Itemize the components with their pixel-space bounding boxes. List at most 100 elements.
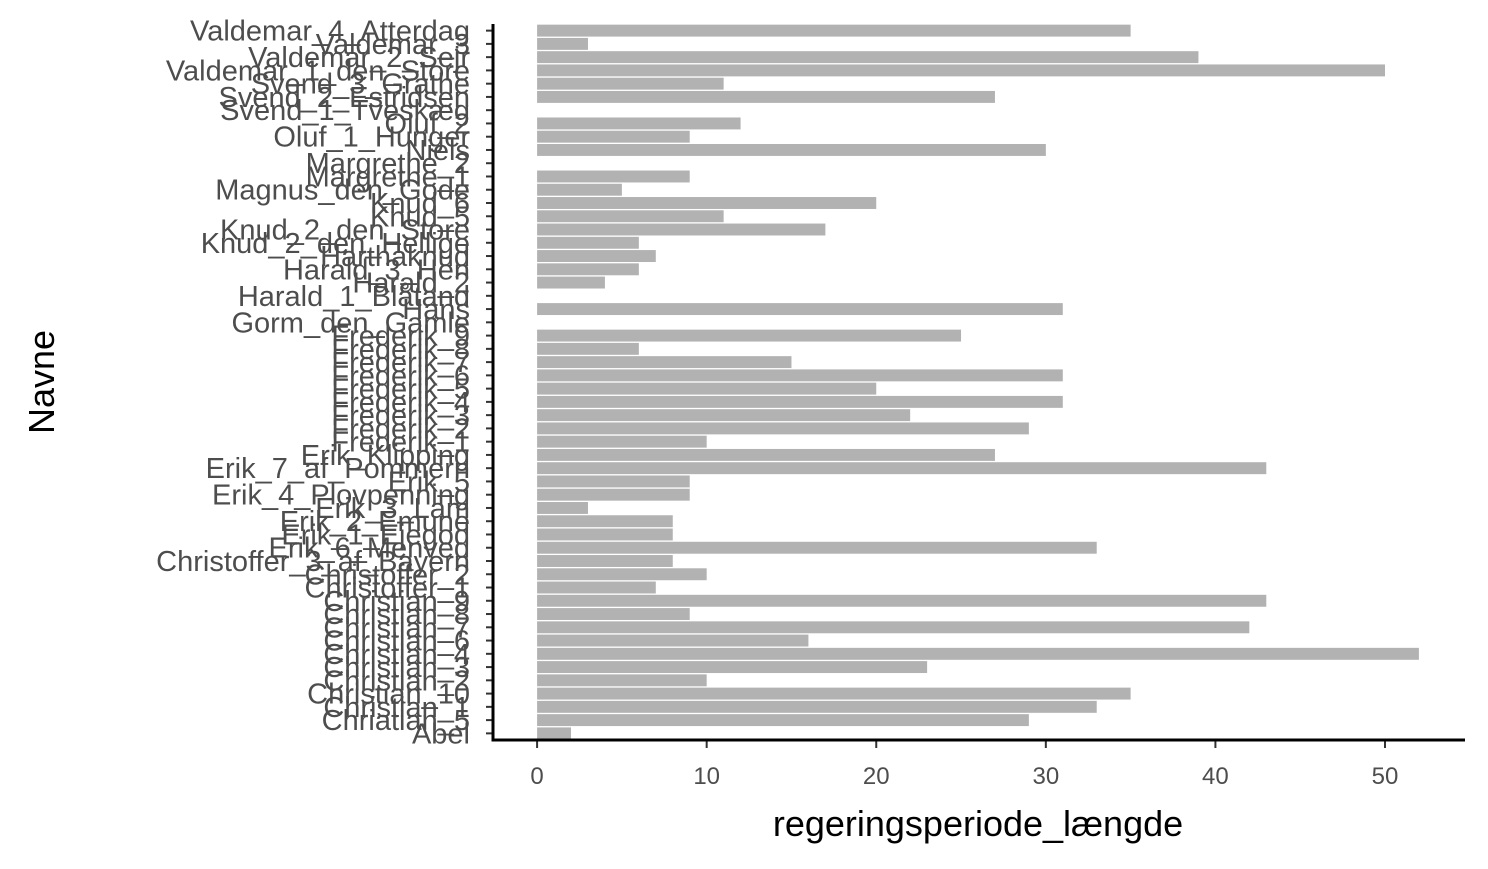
y-tick-label: Frederik_4	[331, 387, 470, 419]
bar	[537, 528, 673, 541]
bar	[537, 515, 673, 528]
bar	[537, 276, 605, 289]
bar	[537, 223, 826, 236]
y-tick-label: Niels	[406, 135, 470, 167]
x-axis-ticks: 0 10 20 30 40 50	[530, 740, 1398, 790]
y-tick-label: Christian_7	[323, 612, 470, 644]
y-tick-label: Christian_9	[323, 586, 470, 618]
y-tick-label: Frederik_9	[331, 321, 470, 353]
y-tick-label: Valdemar_3	[316, 29, 470, 61]
bar	[537, 143, 1046, 156]
bars-group	[537, 24, 1419, 740]
bar	[537, 581, 656, 594]
bar	[537, 714, 1029, 727]
bar	[537, 608, 690, 621]
y-tick-label: Chriatian_5	[322, 705, 470, 737]
bar	[537, 37, 588, 50]
bar	[537, 621, 1250, 634]
x-axis-title: regeringsperiode_længde	[773, 803, 1183, 844]
bar	[537, 409, 911, 422]
bar	[537, 435, 707, 448]
bar	[537, 700, 1097, 713]
bar	[537, 382, 877, 395]
y-tick-label: Erik_Klipping	[301, 440, 470, 472]
y-axis-title: Navne	[21, 330, 62, 434]
bar	[537, 568, 707, 581]
y-tick-label: Christoffer_3_af_Bayern	[156, 546, 470, 578]
y-tick-label: Erik_4_Plovpenning	[212, 480, 470, 512]
y-tick-label: Frederik_5	[331, 374, 470, 406]
y-tick-label: Erik_1_Ejegod	[281, 519, 470, 551]
y-tick-label: Knud_2_den_Hellige	[201, 228, 470, 260]
y-tick-label: Oluf_2	[385, 108, 470, 140]
bar	[537, 422, 1029, 435]
y-tick-label: Christian_8	[323, 599, 470, 631]
y-tick-label: Abel	[412, 718, 470, 750]
y-tick-label: Christian_4	[323, 639, 470, 671]
bar	[537, 634, 809, 647]
bar	[537, 541, 1097, 554]
bar	[537, 687, 1131, 700]
bar	[537, 356, 792, 369]
y-tick-label: Margrethe_1	[306, 161, 470, 193]
bar	[537, 462, 1267, 475]
x-tick-label: 0	[530, 763, 543, 790]
bar	[537, 395, 1063, 408]
y-tick-label: Valdemar_1_den_Store	[166, 55, 470, 87]
bar	[537, 647, 1419, 660]
y-tick-label: Frederik_6	[331, 360, 470, 392]
bar	[537, 77, 724, 90]
y-tick-label: Gorm_den_Gamle	[231, 307, 470, 339]
x-tick-label: 10	[693, 763, 720, 790]
bar	[537, 197, 877, 209]
y-tick-label: Knud_5	[370, 201, 470, 233]
y-tick-label: Christian_6	[323, 626, 470, 658]
y-tick-label: Valdemar_2_Sejr	[248, 42, 470, 74]
bar	[537, 51, 1199, 64]
bar	[537, 210, 724, 223]
y-tick-label: Christian_3	[323, 652, 470, 684]
bar	[537, 674, 707, 687]
y-tick-label: Frederik_7	[331, 347, 470, 379]
bar	[537, 170, 690, 183]
y-tick-label: Knud_2_den_Store	[220, 215, 470, 247]
y-tick-label: Frederik_1	[331, 427, 470, 459]
bar	[537, 303, 1063, 316]
y-tick-label: Frederik_3	[331, 400, 470, 432]
y-tick-label: Christian_1	[323, 692, 470, 724]
bar	[537, 369, 1063, 382]
x-tick-label: 40	[1202, 763, 1229, 790]
y-tick-label: Margrethe_2	[306, 148, 470, 180]
y-tick-label: Harald_1_Blåtand	[238, 281, 470, 313]
bar	[537, 90, 995, 103]
bar	[537, 501, 588, 514]
bar	[537, 448, 995, 461]
x-tick-label: 20	[863, 763, 890, 790]
y-tick-label: Christian_10	[307, 679, 470, 711]
y-tick-label: Harald_2	[352, 268, 470, 300]
bar	[537, 594, 1267, 607]
bar	[537, 661, 928, 674]
y-tick-label: Erik_2_Emune	[280, 506, 470, 538]
bar	[537, 488, 690, 501]
y-tick-label: Frederik_8	[331, 334, 470, 366]
y-tick-label: Svend_1_Tveskæg	[220, 95, 470, 127]
y-tick-label: Erik_3_Lam	[315, 493, 470, 525]
x-tick-label: 50	[1372, 763, 1399, 790]
y-tick-label: Harald_3_Hen	[283, 254, 470, 286]
bar	[537, 555, 673, 567]
bar	[537, 263, 639, 276]
bar	[537, 117, 741, 130]
bar	[537, 475, 690, 488]
bar	[537, 250, 656, 263]
y-tick-label: Harthaknud	[320, 241, 470, 273]
y-tick-label: Svend_2_Estridsen	[219, 82, 471, 114]
y-tick-label: Christian_2	[323, 665, 470, 697]
x-tick-label: 30	[1032, 763, 1059, 790]
y-tick-label: Christoffer_2	[305, 559, 471, 591]
y-tick-label: Valdemar_4_Atterdag	[190, 16, 470, 48]
y-axis-ticks: Valdemar_4_AtterdagValdemar_3Valdemar_2_…	[156, 16, 493, 750]
bar	[537, 329, 962, 342]
bar	[537, 130, 690, 143]
